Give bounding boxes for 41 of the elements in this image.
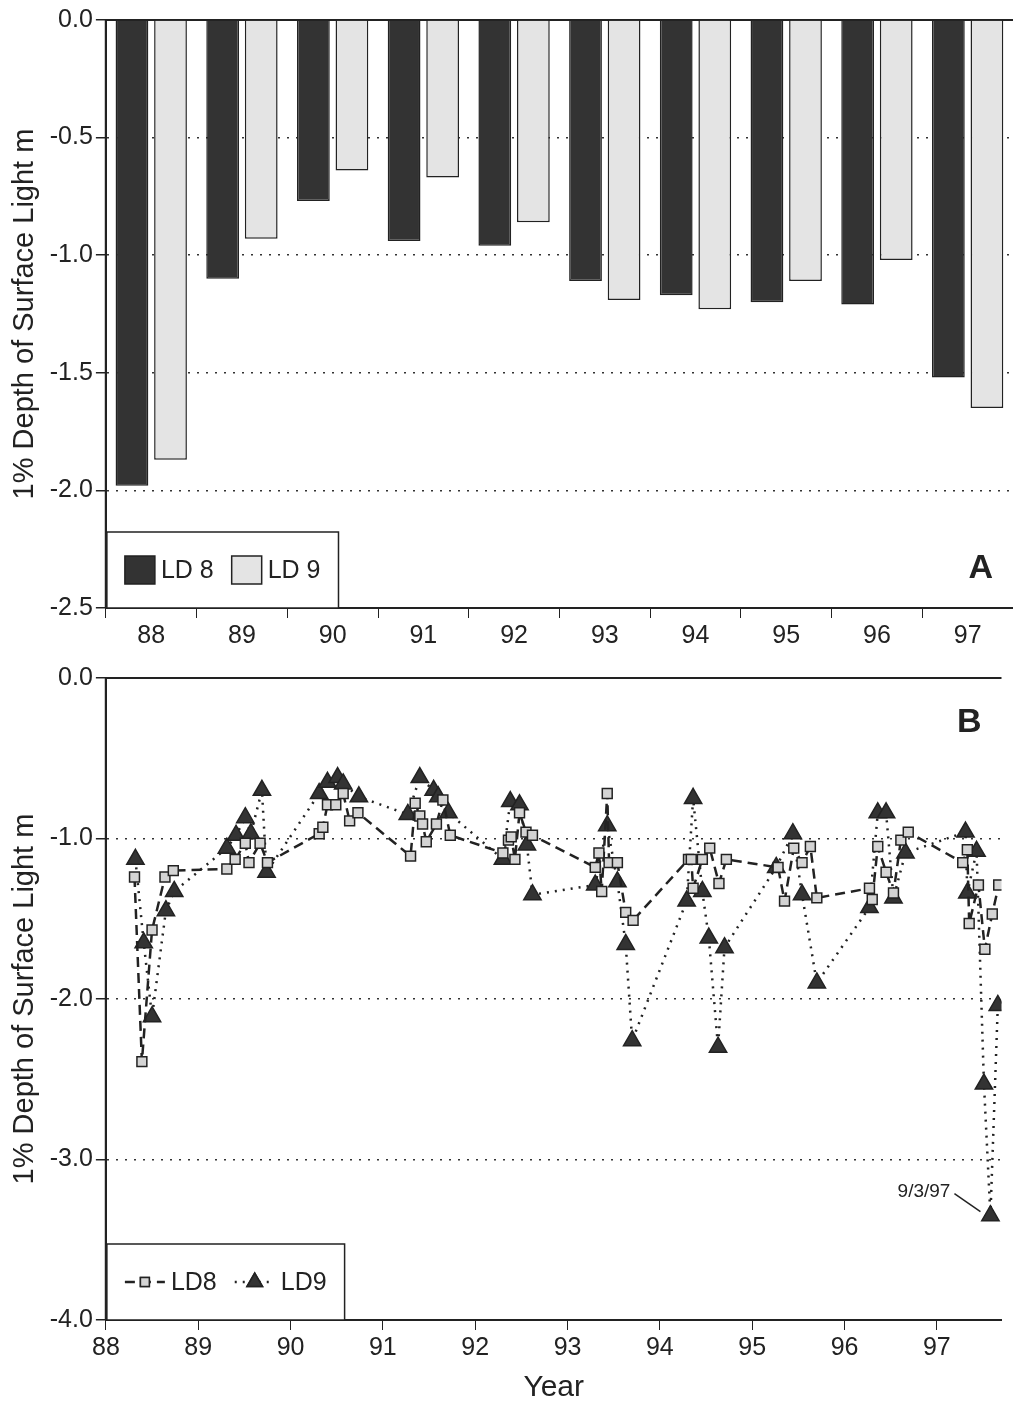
legend-label: LD 9 — [267, 554, 321, 583]
y-tick-label: -1.0 — [49, 822, 93, 851]
x-tick-label: 96 — [830, 1331, 859, 1360]
y-tick-label: -0.5 — [49, 121, 93, 150]
x-tick-label: 89 — [184, 1331, 213, 1360]
x-tick-label: 96 — [863, 619, 891, 648]
x-tick-label: 88 — [137, 619, 166, 648]
x-axis-title: Year — [523, 1369, 584, 1403]
x-tick-label: 95 — [738, 1331, 767, 1360]
x-tick-label: 92 — [500, 619, 528, 648]
x-tick-label: 95 — [772, 619, 801, 648]
x-tick-label: 91 — [409, 619, 438, 648]
x-tick-label: 92 — [461, 1331, 490, 1360]
x-tick-label: 94 — [645, 1331, 674, 1360]
y-tick-label: -1.0 — [49, 239, 93, 268]
x-tick-label: 89 — [228, 619, 256, 648]
x-tick-label: 97 — [922, 1331, 951, 1360]
x-tick-label: 93 — [590, 619, 619, 648]
x-tick-label: 90 — [318, 619, 347, 648]
y-axis-title: 1% Depth of Surface Light m — [7, 128, 40, 500]
x-tick-label: 88 — [91, 1331, 120, 1360]
y-tick-label: -3.0 — [49, 1143, 93, 1172]
y-tick-label: -1.5 — [49, 356, 93, 385]
legend-label: LD8 — [170, 1266, 217, 1295]
legend-label: LD 8 — [160, 554, 214, 583]
x-tick-label: 94 — [681, 619, 710, 648]
annotation: 9/3/97 — [897, 1180, 951, 1202]
y-tick-label: -2.0 — [49, 982, 93, 1011]
legend-label: LD9 — [280, 1266, 327, 1295]
y-tick-label: 0.0 — [58, 661, 93, 690]
y-axis-title: 1% Depth of Surface Light m — [7, 813, 40, 1185]
y-tick-label: -2.5 — [49, 591, 93, 620]
y-tick-label: -4.0 — [49, 1303, 93, 1332]
annotation: B — [956, 701, 982, 740]
annotation: A — [968, 547, 993, 586]
x-tick-label: 93 — [553, 1331, 582, 1360]
x-tick-label: 97 — [953, 619, 982, 648]
y-tick-label: 0.0 — [58, 3, 93, 32]
x-tick-label: 90 — [276, 1331, 305, 1360]
y-tick-label: -2.0 — [49, 474, 93, 503]
x-tick-label: 91 — [368, 1331, 397, 1360]
